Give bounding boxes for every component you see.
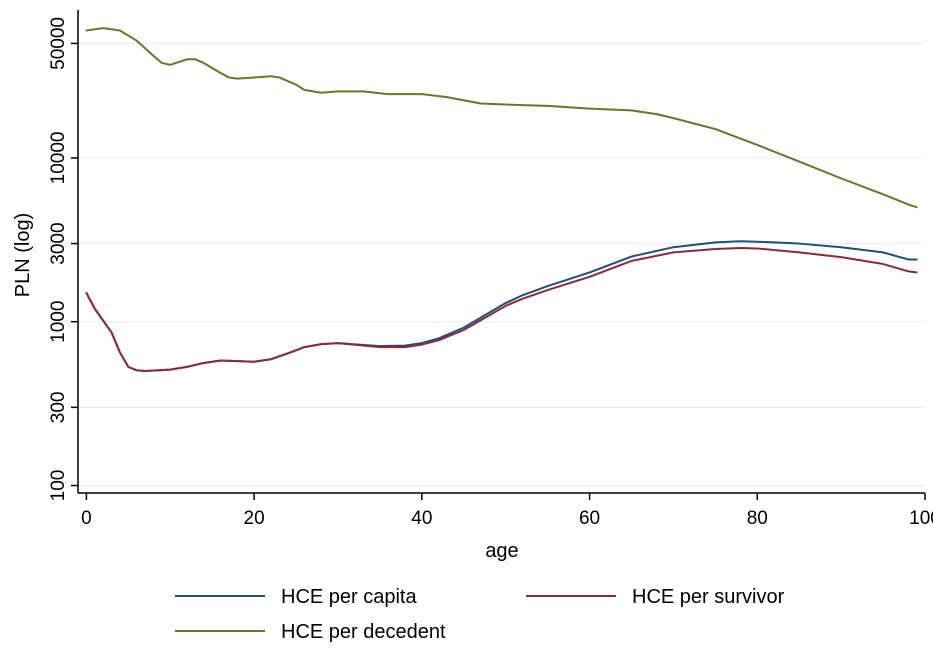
legend-label: HCE per capita	[281, 586, 417, 608]
x-tick-label: 20	[244, 508, 265, 529]
x-tick-label: 60	[579, 508, 600, 529]
axes	[77, 10, 925, 494]
y-ticks: 100 300 1000 3000 10000 50000	[48, 17, 78, 501]
y-tick-label: 3000	[48, 222, 69, 264]
y-tick-label: 50000	[48, 17, 69, 70]
x-ticks: 0 20 40 60 80 100	[81, 493, 933, 529]
y-tick-label: 10000	[48, 131, 69, 184]
x-tick-label: 0	[81, 508, 92, 529]
x-tick-label: 80	[747, 508, 768, 529]
y-tick-label: 1000	[48, 301, 69, 343]
legend-label: HCE per decedent	[281, 621, 446, 643]
series-line-2	[85, 246, 918, 373]
series-line-3	[85, 27, 918, 209]
y-tick-label: 100	[48, 470, 69, 502]
grid-lines	[78, 42, 925, 487]
x-tick-label: 40	[411, 508, 432, 529]
x-tick-label: 100	[909, 508, 933, 529]
legend-label: HCE per survivor	[632, 586, 785, 608]
legend: HCE per capita HCE per survivor HCE per de…	[175, 586, 785, 643]
y-axis-title: PLN (log)	[12, 213, 34, 297]
series-lines	[85, 27, 918, 373]
series-line-1	[85, 240, 918, 373]
x-axis-title: age	[485, 540, 518, 562]
y-tick-label: 300	[48, 392, 69, 424]
